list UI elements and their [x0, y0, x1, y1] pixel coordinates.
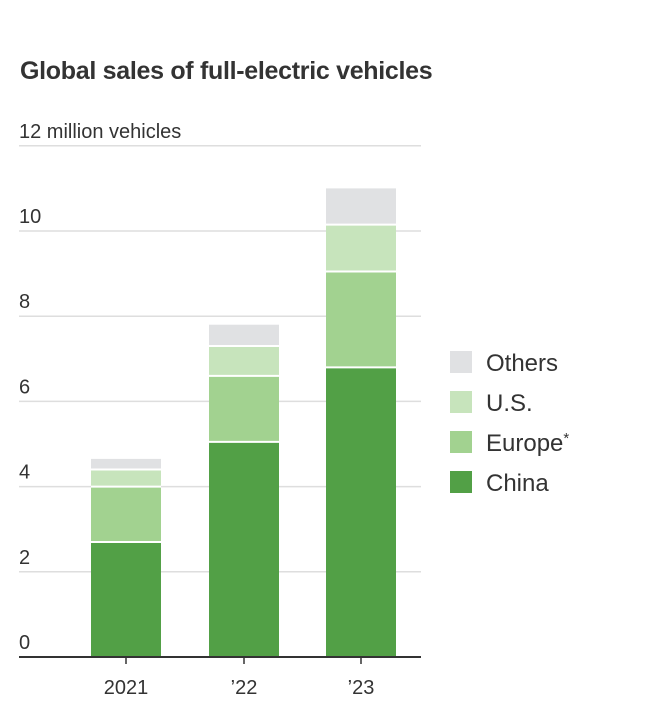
bar-others-2021 — [91, 458, 161, 470]
bar-others-22 — [209, 324, 279, 347]
y-tick-label-4: 4 — [19, 462, 30, 484]
y-tick-label-6: 6 — [19, 376, 30, 398]
unit-label: 12 million vehicles — [19, 121, 181, 143]
legend-swatch-u-s — [450, 391, 472, 413]
y-tick-label-2: 2 — [19, 547, 30, 569]
y-tick-label-10: 10 — [19, 206, 41, 228]
legend-footnote-marker: * — [563, 430, 569, 447]
legend-swatch-china — [450, 471, 472, 493]
bar-europe-2021 — [91, 486, 161, 542]
bar-europe-23 — [326, 271, 396, 368]
y-tick-label-8: 8 — [19, 291, 30, 313]
axes: 0 2 4 6 8 10 2021 ’22 ’23 — [19, 206, 421, 699]
chart-title: Global sales of full-electric vehicles — [20, 57, 433, 85]
y-tick-label-0: 0 — [19, 632, 30, 654]
x-tick-label-23: ’23 — [348, 677, 375, 699]
bar-china-22 — [209, 441, 279, 657]
bar-china-23 — [326, 367, 396, 657]
bar-u-s-2021 — [91, 469, 161, 487]
legend-label-u-s: U.S. — [486, 390, 533, 417]
x-tick-label-2021: 2021 — [104, 677, 149, 699]
legend-label-others: Others — [486, 350, 558, 377]
legend-swatch-europe — [450, 431, 472, 453]
bar-europe-22 — [209, 375, 279, 442]
bar-china-2021 — [91, 541, 161, 657]
legend-label-china: China — [486, 470, 549, 497]
legend-swatch-others — [450, 351, 472, 373]
x-tick-label-22: ’22 — [231, 677, 258, 699]
bar-u-s-22 — [209, 346, 279, 376]
bar-stacks — [91, 188, 396, 657]
bar-u-s-23 — [326, 224, 396, 272]
legend-label-europe: Europe* — [486, 430, 569, 457]
legend: Others U.S. Europe* China — [450, 350, 569, 497]
bar-others-23 — [326, 188, 396, 225]
